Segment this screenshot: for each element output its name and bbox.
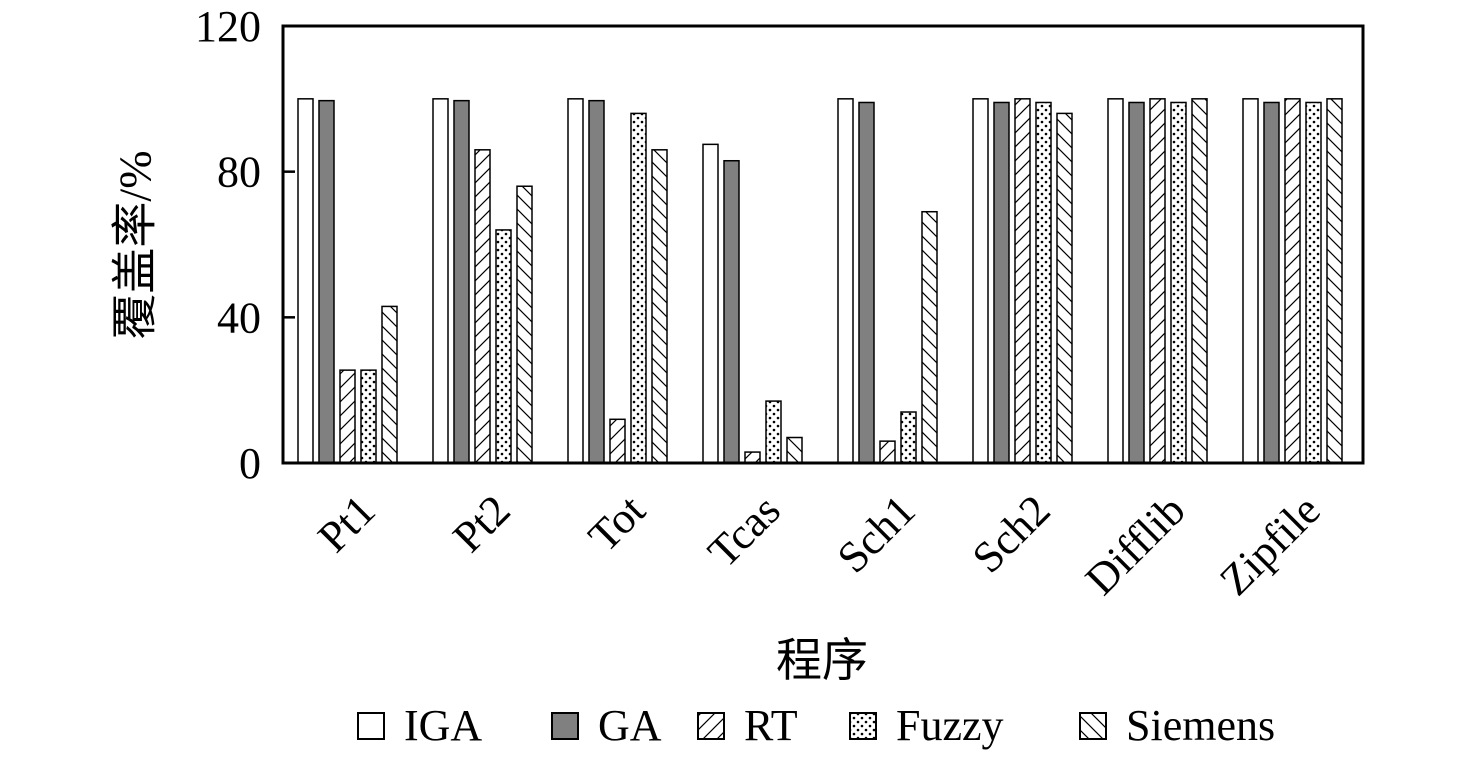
bar-iga-pt2 — [432, 98, 449, 464]
plot-frame — [281, 24, 1365, 465]
bar-ga-difflib — [1128, 101, 1145, 464]
bar-siemens-tcas — [786, 436, 803, 464]
bar-ga-zipfile — [1263, 101, 1280, 464]
bar-rt-pt1 — [339, 369, 356, 464]
bar-rt-sch2 — [1014, 98, 1031, 464]
legend-label-fuzzy: Fuzzy — [896, 701, 1004, 750]
bar-fuzzy-tcas — [765, 400, 782, 464]
bar-siemens-sch2 — [1056, 112, 1073, 464]
bar-rt-tot — [609, 418, 626, 464]
x-category-label: Difflib — [1076, 485, 1195, 604]
y-axis-title: 覆盖率/% — [110, 150, 161, 339]
bar-iga-pt1 — [297, 98, 314, 464]
x-category-label: Tcas — [698, 485, 789, 576]
legend-label-rt: RT — [744, 701, 798, 750]
x-category-label: Tot — [579, 485, 655, 561]
x-category-label: Sch2 — [963, 485, 1060, 582]
bar-ga-tot — [588, 99, 605, 464]
bar-siemens-pt1 — [381, 305, 398, 464]
bar-iga-sch2 — [972, 98, 989, 464]
bar-ga-tcas — [723, 159, 740, 464]
y-tick-label: 120 — [195, 2, 261, 51]
x-category-label: Zipfile — [1210, 485, 1329, 604]
bar-iga-difflib — [1107, 98, 1124, 464]
bar-fuzzy-tot — [630, 112, 647, 464]
bar-ga-sch1 — [858, 101, 875, 464]
legend-swatch-siemens — [1079, 712, 1107, 740]
legend-label-siemens: Siemens — [1126, 701, 1275, 750]
legend-swatch-ga — [551, 712, 579, 740]
bar-ga-pt2 — [453, 99, 470, 464]
bar-iga-sch1 — [837, 98, 854, 464]
bar-siemens-zipfile — [1326, 98, 1343, 464]
legend-swatch-iga — [357, 712, 385, 740]
bar-rt-difflib — [1149, 98, 1166, 464]
bar-ga-pt1 — [318, 99, 335, 464]
bar-siemens-difflib — [1191, 98, 1208, 464]
bar-siemens-sch1 — [921, 210, 938, 464]
bar-fuzzy-zipfile — [1305, 101, 1322, 464]
bar-siemens-tot — [651, 149, 668, 464]
bars-layer — [297, 98, 1343, 464]
bar-rt-pt2 — [474, 149, 491, 464]
y-axis-ticks: 0 40 80 120 — [195, 2, 295, 488]
bar-fuzzy-pt1 — [360, 369, 377, 464]
bar-rt-zipfile — [1284, 98, 1301, 464]
x-category-label: Pt2 — [443, 485, 519, 561]
bar-iga-tot — [567, 98, 584, 464]
bar-fuzzy-sch1 — [900, 411, 917, 464]
x-axis-category-labels: Pt1 Pt2 Tot Tcas Sch1 Sch2 Difflib Zipfile — [308, 485, 1329, 604]
bar-rt-sch1 — [879, 440, 896, 464]
legend: IGA GA RT Fuzzy Siemens — [357, 701, 1275, 750]
bar-fuzzy-sch2 — [1035, 101, 1052, 464]
bar-fuzzy-pt2 — [495, 229, 512, 464]
bar-iga-zipfile — [1242, 98, 1259, 464]
legend-swatch-rt — [697, 712, 725, 740]
legend-label-ga: GA — [598, 701, 662, 750]
bar-ga-sch2 — [993, 101, 1010, 464]
x-category-label: Pt1 — [308, 485, 384, 561]
bar-siemens-pt2 — [516, 185, 533, 464]
bar-iga-tcas — [702, 143, 719, 464]
legend-label-iga: IGA — [404, 701, 482, 750]
y-tick-label: 80 — [217, 148, 261, 197]
bar-rt-tcas — [744, 451, 761, 464]
y-tick-label: 0 — [239, 439, 261, 488]
legend-swatch-fuzzy — [849, 712, 877, 740]
x-axis-title: 程序 — [776, 635, 868, 686]
y-tick-label: 40 — [217, 293, 261, 342]
bar-fuzzy-difflib — [1170, 101, 1187, 464]
x-category-label: Sch1 — [828, 485, 925, 582]
